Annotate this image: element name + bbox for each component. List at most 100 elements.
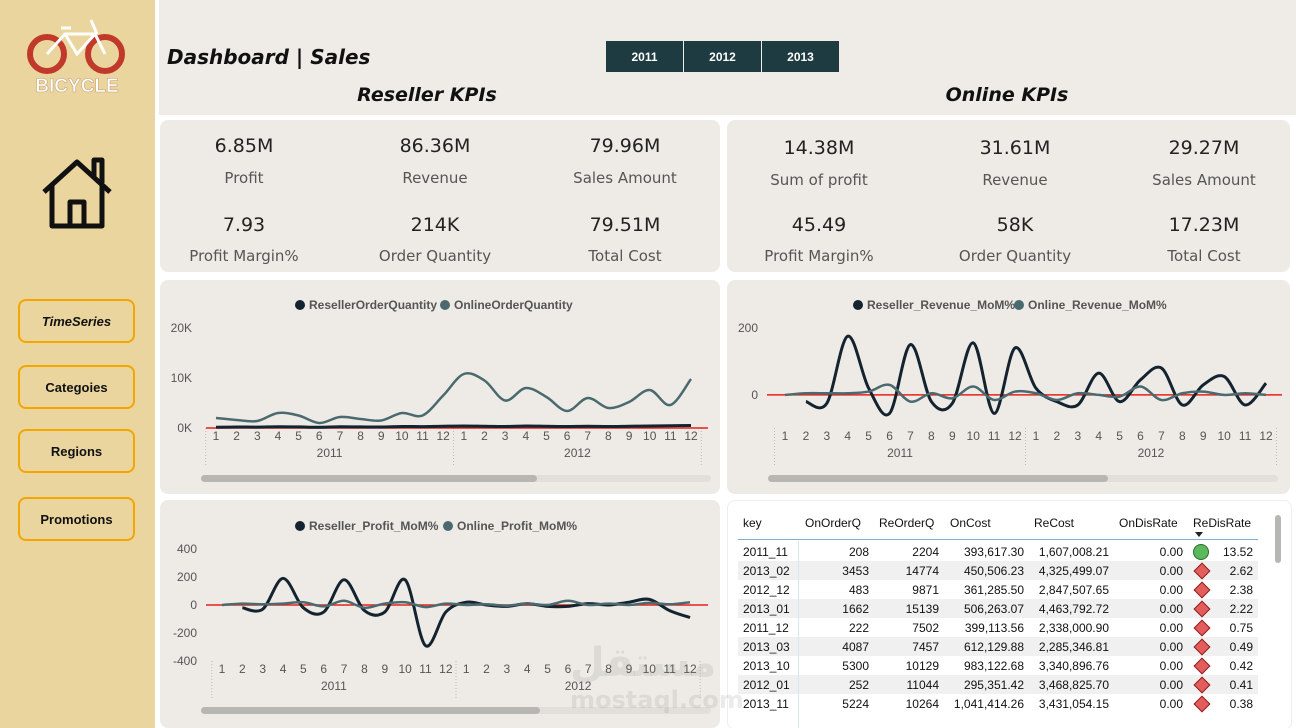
kpi-value: 6.85M <box>214 135 274 157</box>
table-cell: 0.75 <box>1229 621 1253 635</box>
table-cell: 0.00 <box>1159 640 1183 654</box>
kpi-value: 14.38M <box>783 137 855 159</box>
y-tick-label: 20K <box>171 321 192 335</box>
x-tick-label: 7 <box>907 429 914 443</box>
x-tick-label: 4 <box>275 429 282 443</box>
x-tick-label: 7 <box>584 429 591 443</box>
table-cell: 506,263.07 <box>963 602 1024 616</box>
x-tick-label: 11 <box>664 429 677 443</box>
kpi-label: Sales Amount <box>573 169 677 187</box>
x-tick-label: 5 <box>865 429 872 443</box>
x-tick-label: 10 <box>1217 429 1231 443</box>
status-icon <box>1193 544 1209 560</box>
kpi-label: Sales Amount <box>1152 171 1256 189</box>
kpi-label: Revenue <box>982 171 1048 189</box>
x-tick-label: 12 <box>1259 429 1273 443</box>
x-tick-label: 1 <box>213 429 220 443</box>
table-cell: 2,338,000.90 <box>1038 621 1109 635</box>
kpi-label: Order Quantity <box>958 247 1072 265</box>
table-cell: 2204 <box>912 545 939 559</box>
x-tick-label: 7 <box>341 662 348 676</box>
table-cell: 4,463,792.72 <box>1038 602 1109 616</box>
table-cell: 3,340,896.76 <box>1038 659 1109 673</box>
series-line <box>221 599 691 610</box>
legend-label: Online_Revenue_MoM% <box>1028 298 1167 312</box>
x-tick-label: 8 <box>605 429 612 443</box>
year-button[interactable]: 2011 <box>606 41 683 72</box>
row-stripe <box>738 675 1258 694</box>
x-tick-label: 2 <box>803 429 810 443</box>
x-tick-label: 8 <box>605 662 612 676</box>
x-tick-label: 9 <box>1200 429 1207 443</box>
nav-button[interactable]: TimeSeries <box>18 299 135 343</box>
year-button[interactable]: 2013 <box>762 41 839 72</box>
x-tick-label: 8 <box>357 429 364 443</box>
x-tick-label: 9 <box>378 429 385 443</box>
x-tick-label: 2 <box>483 662 490 676</box>
x-tick-label: 11 <box>663 662 676 676</box>
chart-panel: 0K 10K 20K 1 2 3 4 5 6 7 8 9 10 11 12 1 2 3 4 5 6 7 8 9 10 11 12 20… <box>160 280 720 494</box>
table-cell: 7457 <box>912 640 939 654</box>
table-cell: 2012_12 <box>743 583 790 597</box>
x-tick-label: 2 <box>1054 429 1061 443</box>
table-cell: 9871 <box>912 583 939 597</box>
nav-button[interactable]: Categoies <box>18 365 135 409</box>
watermark: مستقل <box>570 640 717 686</box>
x-tick-label: 6 <box>320 662 327 676</box>
x-tick-label: 9 <box>949 429 956 443</box>
y-tick-label: 200 <box>177 570 197 584</box>
table-panel: key OnOrderQ ReOrderQ OnCost ReCost OnDisRate… <box>727 500 1292 728</box>
column-header: ReCost <box>1034 516 1075 530</box>
table-cell: 2,847,507.65 <box>1038 583 1109 597</box>
x-group-label: 2012 <box>564 446 591 460</box>
section-title: Online KPIs <box>945 84 1069 106</box>
legend-label: Reseller_Profit_MoM% <box>309 519 439 533</box>
table-cell: 983,122.68 <box>963 659 1024 673</box>
x-tick-label: 7 <box>1158 429 1165 443</box>
nav-button[interactable]: Regions <box>18 429 135 473</box>
x-tick-label: 2 <box>233 429 240 443</box>
kpi-label: Order Quantity <box>378 247 492 265</box>
y-tick-label: 10K <box>171 371 192 385</box>
y-tick-label: 200 <box>738 321 758 335</box>
table-cell: 2,285,346.81 <box>1038 640 1109 654</box>
legend-marker <box>853 300 863 310</box>
kpi-label: Sum of profit <box>770 171 868 189</box>
x-group-label: 2012 <box>1138 446 1165 460</box>
x-tick-label: 5 <box>543 429 550 443</box>
x-tick-label: 11 <box>416 429 429 443</box>
table-cell: 393,617.30 <box>963 545 1024 559</box>
x-tick-label: 3 <box>1074 429 1081 443</box>
x-group-label: 2011 <box>321 679 347 693</box>
year-button[interactable]: 2012 <box>684 41 761 72</box>
table-cell: 0.49 <box>1229 640 1253 654</box>
table-cell: 5224 <box>842 697 869 711</box>
column-header: ReOrderQ <box>879 516 935 530</box>
table-cell: 2013_03 <box>743 640 790 654</box>
series-line <box>805 334 1268 417</box>
kpi-label: Profit <box>224 169 264 187</box>
table-cell: 2.38 <box>1229 583 1253 597</box>
table-cell: 450,506.23 <box>963 564 1024 578</box>
table-cell: 10264 <box>905 697 939 711</box>
table-cell: 13.52 <box>1222 545 1253 559</box>
table-cell: 7502 <box>912 621 939 635</box>
column-header: key <box>743 516 762 530</box>
kpi-panel: 14.38M Sum of profit 31.61M Revenue 29.27M Sa… <box>727 120 1290 272</box>
x-group-label: 2011 <box>317 446 343 460</box>
table-cell: 0.00 <box>1159 583 1183 597</box>
x-group-label: 2012 <box>565 679 592 693</box>
y-tick-label: 0 <box>190 598 197 612</box>
table-cell: 0.42 <box>1229 659 1253 673</box>
table-cell: 1662 <box>842 602 869 616</box>
x-tick-label: 3 <box>504 662 511 676</box>
legend-label: Online_Profit_MoM% <box>457 519 577 533</box>
nav-button[interactable]: Promotions <box>18 497 135 541</box>
kpi-value: 31.61M <box>979 137 1051 159</box>
table-cell: 0.00 <box>1159 678 1183 692</box>
legend-label: OnlineOrderQuantity <box>454 298 573 312</box>
table-cell: 0.00 <box>1159 545 1183 559</box>
x-tick-label: 1 <box>219 662 226 676</box>
x-tick-label: 5 <box>295 429 302 443</box>
